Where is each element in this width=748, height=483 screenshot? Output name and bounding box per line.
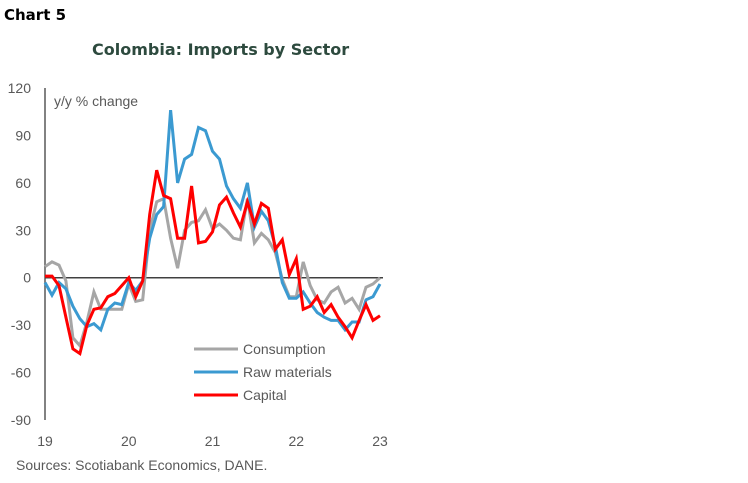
chart-number-label: Chart 5 [4, 6, 67, 24]
y-axis-label: y/y % change [54, 93, 138, 109]
legend-label: Consumption [243, 341, 326, 357]
y-tick-label: 30 [15, 222, 31, 238]
x-tick-label: 20 [121, 433, 137, 449]
chart-title: Colombia: Imports by Sector [92, 40, 350, 59]
x-tick-label: 19 [37, 433, 53, 449]
legend-label: Capital [243, 387, 287, 403]
y-tick-label: 120 [8, 80, 32, 96]
y-tick-label: 90 [15, 127, 31, 143]
y-tick-label: 60 [15, 175, 31, 191]
y-tick-label: -60 [11, 365, 31, 381]
y-tick-label: -90 [11, 412, 31, 428]
x-tick-label: 21 [205, 433, 221, 449]
x-tick-label: 22 [288, 433, 304, 449]
legend-label: Raw materials [243, 364, 332, 380]
y-tick-label: 0 [23, 270, 31, 286]
source-note: Sources: Scotiabank Economics, DANE. [16, 457, 268, 473]
y-tick-label: -30 [11, 317, 31, 333]
x-tick-label: 23 [372, 433, 388, 449]
